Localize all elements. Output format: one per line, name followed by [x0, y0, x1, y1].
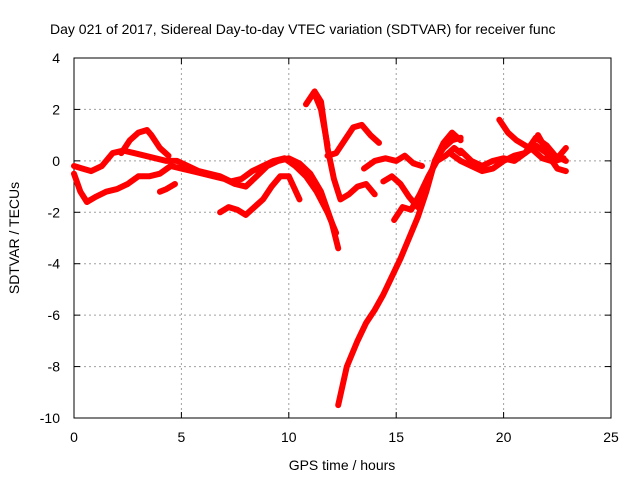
- y-tick-label: 4: [52, 50, 60, 66]
- plot-frame: [73, 57, 612, 419]
- series-line-track-10: [380, 129, 464, 211]
- x-tick-label: 10: [281, 429, 297, 445]
- series-line-track-2: [71, 155, 342, 252]
- y-axis-title: SDTVAR / TECUs: [6, 182, 22, 294]
- x-tick-label: 20: [496, 429, 512, 445]
- series-group: [71, 88, 569, 409]
- chart-title: Day 021 of 2017, Sidereal Day-to-day VTE…: [50, 21, 556, 37]
- x-tick-label: 5: [178, 429, 186, 445]
- y-tick-label: -10: [40, 410, 60, 426]
- y-tick-label: -2: [48, 204, 61, 220]
- series-line-track-7: [311, 91, 331, 149]
- x-tick-label: 0: [70, 429, 78, 445]
- series-line-track-16: [535, 132, 567, 164]
- y-tick-label: -6: [48, 307, 61, 323]
- x-tick-label: 15: [388, 429, 404, 445]
- series-line-track-12: [361, 152, 425, 172]
- series-line-track-4: [156, 181, 178, 195]
- x-axis-title: GPS time / hours: [289, 457, 396, 473]
- series-line-track-5: [217, 173, 303, 218]
- y-tick-label: -4: [48, 256, 61, 272]
- y-tick-label: 0: [52, 153, 60, 169]
- series-line-track-9: [335, 134, 464, 409]
- y-tick-label: -8: [48, 359, 61, 375]
- y-tick-label: 2: [52, 101, 60, 117]
- grid: [74, 58, 611, 418]
- series-line-track-14: [457, 134, 569, 169]
- series-line-track-3: [118, 127, 172, 159]
- x-tick-label: 25: [603, 429, 619, 445]
- series-line-track-8: [324, 121, 382, 159]
